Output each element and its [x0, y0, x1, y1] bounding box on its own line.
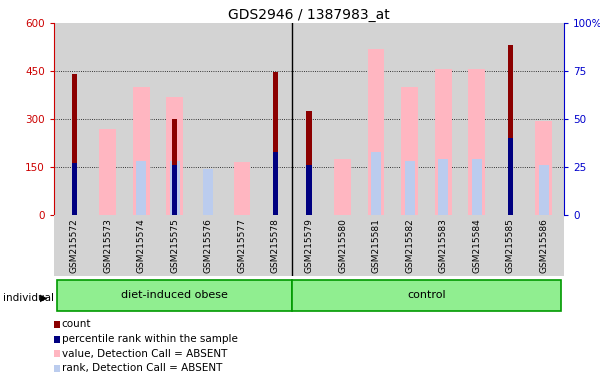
Bar: [404, 161, 415, 215]
Bar: [136, 161, 146, 215]
Text: rank, Detection Call = ABSENT: rank, Detection Call = ABSENT: [62, 363, 222, 373]
Text: GSM215573: GSM215573: [103, 218, 112, 273]
Text: control: control: [407, 290, 446, 300]
Bar: [371, 152, 381, 215]
Text: value, Detection Call = ABSENT: value, Detection Call = ABSENT: [62, 349, 227, 359]
Text: GSM215576: GSM215576: [204, 218, 213, 273]
Text: ▶: ▶: [40, 293, 48, 303]
Bar: [172, 119, 178, 215]
Bar: [172, 165, 178, 215]
Text: percentile rank within the sample: percentile rank within the sample: [62, 334, 238, 344]
Bar: [273, 72, 278, 215]
Text: GSM215582: GSM215582: [405, 218, 414, 273]
Bar: [539, 165, 549, 215]
Text: GSM215578: GSM215578: [271, 218, 280, 273]
Text: count: count: [62, 319, 91, 329]
Text: GSM215574: GSM215574: [137, 218, 146, 273]
Bar: [58, 280, 292, 311]
Text: GSM215572: GSM215572: [70, 218, 79, 273]
Text: GSM215580: GSM215580: [338, 218, 347, 273]
Bar: [401, 87, 418, 215]
Text: GSM215583: GSM215583: [439, 218, 448, 273]
Bar: [535, 121, 552, 215]
Text: GSM215577: GSM215577: [238, 218, 247, 273]
Text: GSM215585: GSM215585: [506, 218, 515, 273]
Bar: [273, 152, 278, 215]
Text: individual: individual: [3, 293, 54, 303]
Bar: [71, 163, 77, 215]
Bar: [71, 74, 77, 215]
Bar: [99, 129, 116, 215]
Bar: [435, 70, 452, 215]
Title: GDS2946 / 1387983_at: GDS2946 / 1387983_at: [228, 8, 390, 22]
Bar: [233, 162, 250, 215]
Text: GSM215579: GSM215579: [305, 218, 314, 273]
Bar: [368, 49, 385, 215]
Text: GSM215581: GSM215581: [371, 218, 380, 273]
Bar: [307, 111, 311, 215]
Bar: [170, 161, 180, 215]
Text: GSM215584: GSM215584: [472, 218, 481, 273]
Bar: [166, 97, 183, 215]
Bar: [472, 159, 482, 215]
Bar: [469, 70, 485, 215]
Bar: [307, 165, 311, 215]
Bar: [203, 169, 214, 215]
Bar: [334, 159, 351, 215]
Bar: [508, 138, 513, 215]
Bar: [438, 159, 448, 215]
Text: diet-induced obese: diet-induced obese: [121, 290, 228, 300]
Bar: [292, 280, 560, 311]
Bar: [508, 45, 513, 215]
Bar: [133, 87, 149, 215]
Text: GSM215575: GSM215575: [170, 218, 179, 273]
Text: GSM215586: GSM215586: [539, 218, 548, 273]
